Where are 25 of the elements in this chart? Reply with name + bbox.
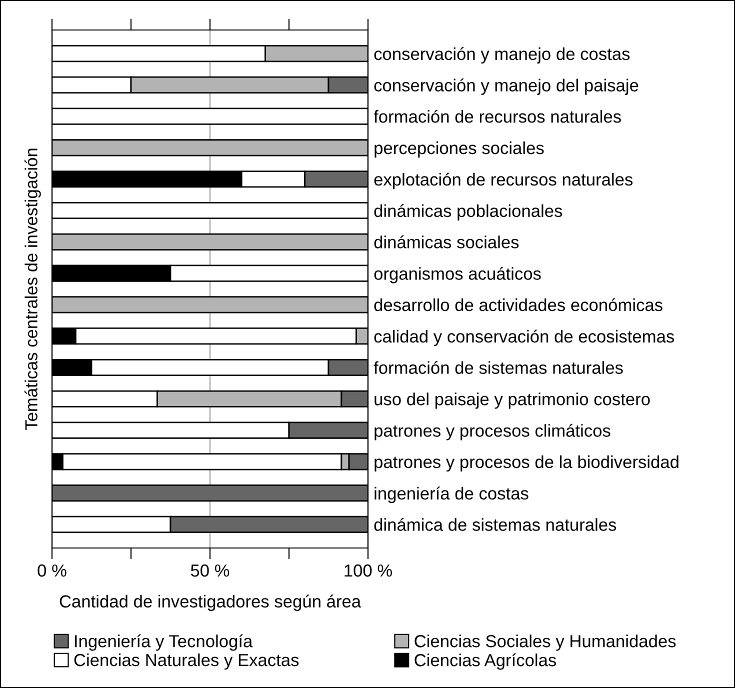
y-tick-label: dinámicas sociales (374, 235, 519, 248)
x-axis-title: Cantidad de investigadores según área (60, 594, 362, 612)
y-tick-label: uso del paisaje y patrimonio costero (374, 392, 650, 409)
y-tick-label: organismos acuáticos (374, 266, 541, 284)
y-tick-label: explotación de recursos naturales (374, 172, 633, 190)
x-tick-label: 0 % (38, 564, 66, 577)
y-tick-label: formación de sistemas naturales (374, 360, 623, 374)
y-tick-label: patrones y procesos climáticos (374, 424, 610, 440)
legend-label: Ciencias Naturales y Exactas (74, 653, 299, 670)
y-tick-label: conservación y manejo del paisaje (374, 78, 638, 95)
x-tick-label: 100 % (344, 564, 392, 577)
y-tick-label: desarrollo de actividades económicas (374, 298, 662, 312)
legend-label: Ciencias Agrícolas (414, 653, 556, 670)
y-tick-label: ingeniería de costas (374, 486, 528, 504)
y-tick-label: dinámica de sistemas naturales (374, 518, 616, 531)
y-tick-label: formación de recursos naturales (374, 110, 621, 123)
y-tick-label: calidad y conservación de ecosistemas (374, 330, 674, 346)
y-tick-label: patrones y procesos de la biodiversidad (374, 455, 678, 472)
y-tick-label: percepciones sociales (374, 141, 544, 158)
y-tick-label: dinámicas poblacionales (374, 204, 562, 221)
legend-label: Ciencias Sociales y Humanidades (414, 634, 676, 651)
legend-label: Ingeniería y Tecnología (75, 634, 253, 651)
y-axis-title: Temáticas centrales de investigación (24, 148, 41, 430)
y-tick-label: conservación y manejo de costas (374, 47, 630, 64)
x-tick-label: 50 % (190, 564, 230, 577)
